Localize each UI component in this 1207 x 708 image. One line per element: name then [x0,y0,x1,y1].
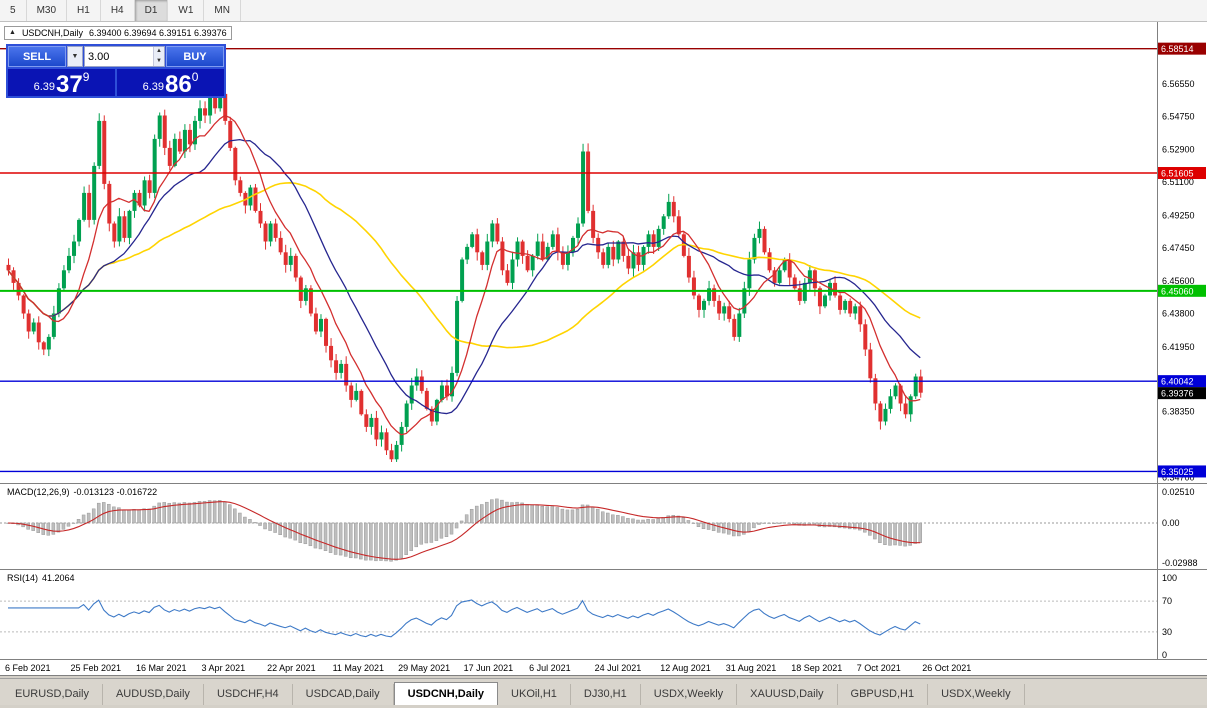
svg-text:0.02510: 0.02510 [1162,487,1195,497]
svg-text:16 Mar 2021: 16 Mar 2021 [136,663,187,673]
tab-xauusd-daily-8[interactable]: XAUUSD,Daily [737,684,838,705]
volume-input[interactable] [85,47,153,66]
ask-prefix: 6.39 [142,81,165,93]
tab-eurusd-daily-0[interactable]: EURUSD,Daily [2,684,103,705]
timeframe-button-w1[interactable]: W1 [168,0,205,21]
timeframe-toolbar: 5 M30 H1 H4 D1 W1 MN [0,0,1207,22]
svg-text:6.51605: 6.51605 [1161,169,1194,179]
svg-text:6.51100: 6.51100 [1162,177,1194,187]
svg-text:6.45060: 6.45060 [1161,286,1194,296]
bid-price[interactable]: 6.39 37 9 [8,69,115,98]
svg-text:6.56550: 6.56550 [1162,79,1195,89]
svg-text:17 Jun 2021: 17 Jun 2021 [464,663,514,673]
volume-stepper: ▲ ▼ [152,47,164,66]
tab-usdx-weekly-10[interactable]: USDX,Weekly [928,684,1025,705]
svg-text:31 Aug 2021: 31 Aug 2021 [726,663,777,673]
svg-text:29 May 2021: 29 May 2021 [398,663,450,673]
macd-values: -0.013123 -0.016722 [73,487,158,497]
svg-text:0.00: 0.00 [1162,518,1180,528]
svg-text:6.39376: 6.39376 [1161,389,1194,399]
price-chart[interactable]: 6.56550 6.54750 6.52900 6.51100 6.49250 6.474… [0,22,1207,676]
svg-text:6.45600: 6.45600 [1162,276,1195,286]
sell-button[interactable]: SELL [8,46,66,67]
tab-usdcnh-daily-4[interactable]: USDCNH,Daily [393,682,499,705]
tab-usdchf-h4-2[interactable]: USDCHF,H4 [204,684,293,705]
rsi-indicator-label: RSI(14) 41.2064 [5,573,81,583]
svg-text:22 Apr 2021: 22 Apr 2021 [267,663,316,673]
timeframe-button-5[interactable]: 5 [0,0,27,21]
svg-text:6 Feb 2021: 6 Feb 2021 [5,663,51,673]
svg-text:0: 0 [1162,650,1167,660]
volume-dropdown[interactable]: ▼ [67,46,83,67]
tab-usdcad-daily-3[interactable]: USDCAD,Daily [293,684,394,705]
svg-text:6.54750: 6.54750 [1162,111,1195,121]
timeframe-button-h1[interactable]: H1 [67,0,101,21]
bid-prefix: 6.39 [33,81,56,93]
chart-title: ▲ USDCNH,Daily 6.39400 6.39694 6.39151 6… [4,26,232,40]
ask-price[interactable]: 6.39 86 0 [117,69,224,98]
tab-usdx-weekly-7[interactable]: USDX,Weekly [641,684,738,705]
spinner-down-icon[interactable]: ▼ [153,56,164,66]
svg-text:18 Sep 2021: 18 Sep 2021 [791,663,842,673]
bid-pip-digit: 9 [82,70,90,84]
svg-text:6.52900: 6.52900 [1162,145,1195,155]
bid-big-digits: 37 [56,71,83,98]
svg-text:6.41950: 6.41950 [1162,342,1195,352]
svg-text:3 Apr 2021: 3 Apr 2021 [202,663,246,673]
ask-big-digits: 86 [165,71,192,98]
svg-text:6.58514: 6.58514 [1161,44,1194,54]
svg-text:24 Jul 2021: 24 Jul 2021 [595,663,642,673]
svg-text:100: 100 [1162,573,1177,583]
svg-text:70: 70 [1162,596,1172,606]
svg-text:6.47450: 6.47450 [1162,243,1195,253]
tab-gbpusd-h1-9[interactable]: GBPUSD,H1 [838,684,929,705]
one-click-trading-panel: SELL ▼ ▲ ▼ BUY 6.39 37 9 6.39 86 [6,44,226,98]
svg-text:6 Jul 2021: 6 Jul 2021 [529,663,571,673]
svg-text:12 Aug 2021: 12 Aug 2021 [660,663,711,673]
svg-text:26 Oct 2021: 26 Oct 2021 [922,663,971,673]
rsi-value: 41.2064 [42,573,75,583]
timeframe-button-h4[interactable]: H4 [101,0,135,21]
timeframe-button-mn[interactable]: MN [204,0,241,21]
tab-audusd-daily-1[interactable]: AUDUSD,Daily [103,684,204,705]
ask-pip-digit: 0 [191,70,199,84]
timeframe-button-d1[interactable]: D1 [134,0,169,21]
svg-text:6.49250: 6.49250 [1162,210,1195,220]
macd-name: MACD(12,26,9) [7,487,70,497]
symbol-tab-bar: EURUSD,Daily AUDUSD,Daily USDCHF,H4 USDCAD,… [0,678,1207,705]
buy-button[interactable]: BUY [166,46,224,67]
volume-field: ▲ ▼ [84,46,165,67]
svg-text:7 Oct 2021: 7 Oct 2021 [857,663,901,673]
tab-dj30-h1-6[interactable]: DJ30,H1 [571,684,641,705]
panel-toggle-icon[interactable]: ▲ [9,29,16,36]
chart-symbol-label: USDCNH,Daily [21,28,83,38]
macd-indicator-label: MACD(12,26,9) -0.013123 -0.016722 [5,487,164,497]
svg-text:30: 30 [1162,627,1172,637]
svg-text:6.40042: 6.40042 [1161,377,1194,387]
svg-text:6.43800: 6.43800 [1162,309,1195,319]
svg-text:25 Feb 2021: 25 Feb 2021 [71,663,122,673]
chevron-down-icon: ▼ [71,53,79,60]
svg-text:-0.02988: -0.02988 [1162,558,1198,568]
tab-ukoil-h1-5[interactable]: UKOil,H1 [498,684,571,705]
svg-text:6.38350: 6.38350 [1162,407,1195,417]
chart-window: 6.56550 6.54750 6.52900 6.51100 6.49250 6.474… [0,22,1207,676]
svg-text:11 May 2021: 11 May 2021 [333,663,384,673]
timeframe-button-m30[interactable]: M30 [27,0,68,21]
rsi-name: RSI(14) [7,573,39,583]
spinner-up-icon[interactable]: ▲ [153,47,164,57]
svg-text:6.35025: 6.35025 [1161,467,1194,477]
chart-ohlc-values: 6.39400 6.39694 6.39151 6.39376 [88,28,227,38]
